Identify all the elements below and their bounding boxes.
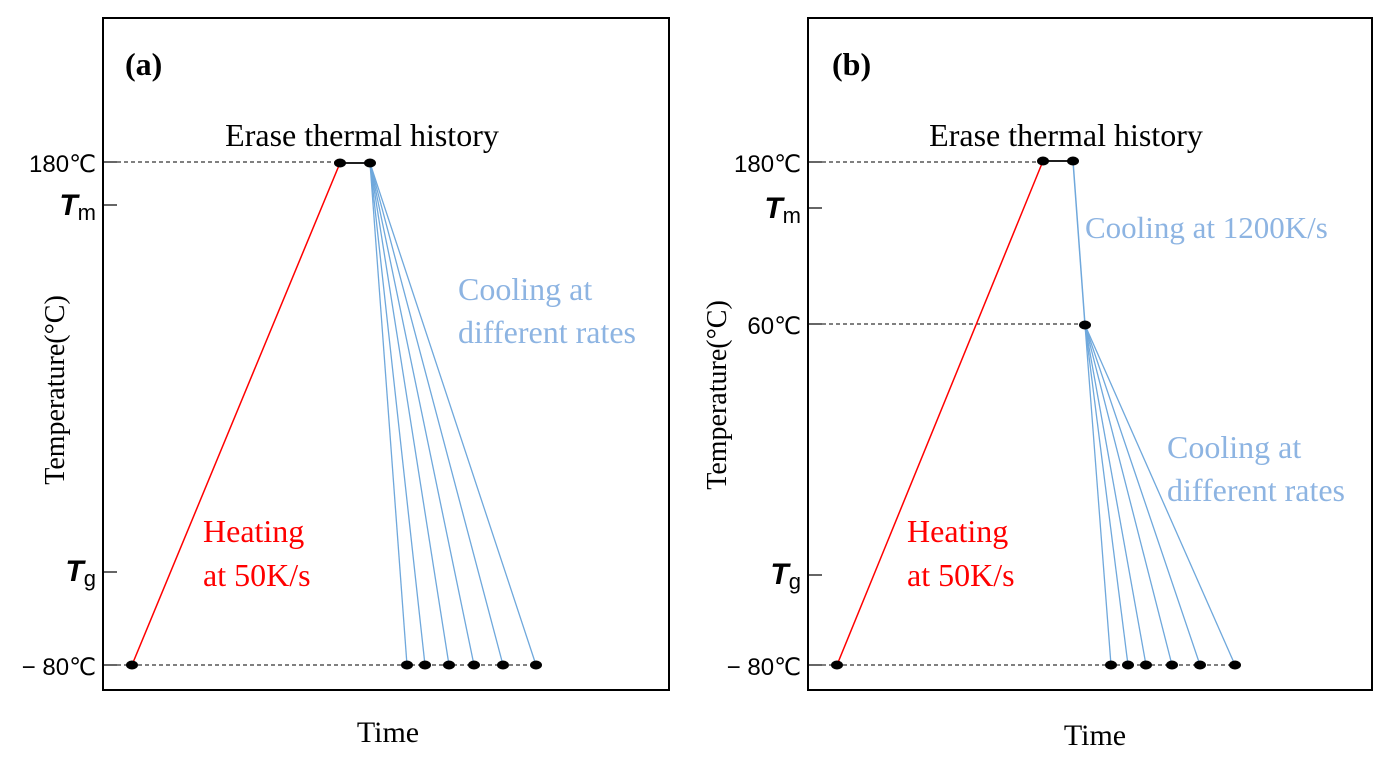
panel-a-cooling-line-2 [369,162,426,666]
panel-b-point-start [831,660,843,670]
panel-a-cooling-line-4 [369,162,475,666]
panel-b-ylabel: Temperature(°C) [702,300,733,490]
panel-b-cooling-line-6 [1084,324,1236,666]
panel-b-point-60 [1079,320,1091,330]
panel-b-tg-main: T [770,558,791,591]
panel-b-cooling-line-1 [1084,324,1112,666]
panel-a-label: (a) [125,46,162,82]
panel-b-tg-sub: g [789,569,801,594]
panel-b-point-end-2 [1122,660,1134,670]
panel-b-label: (b) [832,46,871,82]
panel-a-tick-label-min: − 80℃ [22,654,96,681]
panel-b-point-hold-start [1037,156,1049,166]
panel-a-tm-sub: m [78,200,96,225]
panel-a-point-end-5 [497,660,509,670]
panel-b-xlabel: Time [1064,719,1126,752]
panel-a-cooling-lines [369,162,537,666]
panel-a-tick-label-tg: Tg [65,555,96,591]
panel-b-heating-line1: Heating [907,513,1008,549]
panel-a-cooling-line-1 [369,162,408,666]
panel-b-cooling-line-5 [1084,324,1201,666]
panel-a-cooling-line2: different rates [458,314,636,350]
panel-b-frame [807,17,1373,691]
panel-b-cooling-annotation: Cooling at different rates [1167,429,1345,508]
panel-a-point-end-1 [401,660,413,670]
panel-b-fast-cooling-line [1072,160,1086,326]
panel-a-heating-line [131,162,341,666]
panel-b-cooling-lines [1084,324,1236,666]
panel-b-heating-line2: at 50K/s [907,557,1015,593]
panel-a-cooling-line1: Cooling at [458,271,592,307]
panel-a-xlabel: Time [357,716,419,749]
panel-a-point-end-2 [419,660,431,670]
panel-a-header: Erase thermal history [225,117,499,153]
panel-a: (a) Erase thermal history 180℃ Tm Tg − 8… [22,17,670,749]
panel-a-frame [102,17,670,691]
panel-b-cooling-line-2 [1084,324,1129,666]
panel-b-point-end-6 [1229,660,1241,670]
panel-a-cooling-annotation: Cooling at different rates [458,271,636,350]
panel-a-tm-main: T [59,189,80,222]
panel-a-point-start [126,660,138,670]
panel-a-points [126,158,542,670]
panel-b-tick-label-60: 60℃ [747,313,801,340]
panel-a-ylabel: Temperature(°C) [40,295,71,485]
panel-b-point-hold-end [1067,156,1079,166]
panel-a-point-hold-end [364,158,376,168]
panel-b-fast-cooling-annotation: Cooling at 1200K/s [1085,210,1328,245]
panel-b-heating-annotation: Heating at 50K/s [907,513,1016,593]
panel-a-point-hold-start [334,158,346,168]
panel-b-point-end-1 [1105,660,1117,670]
panel-b-tick-label-180: 180℃ [734,151,801,178]
panel-b-cooling-line-4 [1084,324,1173,666]
panel-a-point-end-3 [443,660,455,670]
panel-b-point-end-3 [1140,660,1152,670]
panel-b: (b) Erase thermal history 180℃ Tm 60℃ Tg… [702,17,1373,752]
panel-a-cooling-line-5 [369,162,504,666]
panel-a-heating-line2: at 50K/s [203,557,311,593]
panel-a-tick-label-180: 180℃ [29,151,96,178]
panel-b-points [831,156,1241,670]
panel-a-tick-label-tm: Tm [59,189,96,225]
panel-b-tick-label-tm: Tm [764,192,801,228]
panel-b-tm-main: T [764,192,785,225]
panel-b-point-end-4 [1166,660,1178,670]
panel-b-point-end-5 [1194,660,1206,670]
panel-a-tg-sub: g [84,566,96,591]
panel-a-cooling-line-3 [369,162,450,666]
panel-a-tg-main: T [65,555,86,588]
panel-b-tick-label-tg: Tg [770,558,801,594]
panel-b-heating-line [836,160,1044,666]
panel-b-tm-sub: m [783,203,801,228]
panel-a-heating-annotation: Heating at 50K/s [203,513,312,593]
panel-b-cooling-line1: Cooling at [1167,429,1301,465]
panel-a-heating-line1: Heating [203,513,304,549]
panel-a-point-end-4 [468,660,480,670]
panel-a-point-end-6 [530,660,542,670]
panel-b-cooling-line2: different rates [1167,472,1345,508]
panel-b-tick-label-min: − 80℃ [727,654,801,681]
panel-b-cooling-line-3 [1084,324,1147,666]
panel-b-header: Erase thermal history [929,117,1203,153]
panel-a-cooling-line-6 [369,162,537,666]
